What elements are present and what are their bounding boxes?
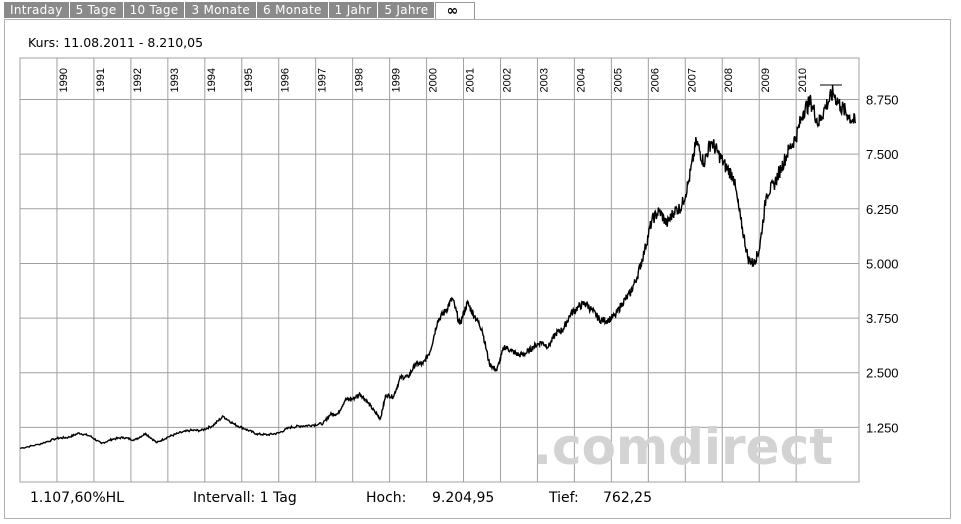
x-tick-label: 1994 [206, 68, 218, 92]
comdirect-watermark: .comdirect [533, 418, 833, 476]
tab-max[interactable]: ∞ [435, 2, 476, 20]
tab-10-tage[interactable]: 10 Tage [123, 2, 186, 18]
x-tick-label: 1996 [280, 68, 292, 92]
footer-tief-value: 762,25 [603, 490, 652, 506]
footer-hoch-label: Hoch: [366, 490, 407, 506]
tab-5-tage[interactable]: 5 Tage [69, 2, 124, 18]
tab-5-jahre[interactable]: 5 Jahre [378, 2, 436, 18]
y-tick-label: 2.500 [866, 366, 899, 381]
tab-6-monate[interactable]: 6 Monate [257, 2, 329, 18]
footer-change: 1.107,60%HL [30, 490, 124, 506]
x-tick-label: 2001 [465, 68, 477, 92]
y-tick-label: 1.250 [866, 420, 899, 435]
x-tick-label: 2008 [723, 68, 735, 92]
y-tick-label: 5.000 [866, 256, 899, 271]
x-tick-label: 1990 [58, 68, 70, 92]
x-tick-label: 2009 [760, 68, 772, 92]
x-tick-label: 1999 [391, 68, 403, 92]
footer-hoch-value: 9.204,95 [432, 490, 495, 506]
x-tick-label: 1993 [169, 68, 181, 92]
series-line [19, 85, 857, 449]
y-tick-label: 6.250 [866, 202, 899, 217]
kurs-label: Kurs: 11.08.2011 - 8.210,05 [28, 35, 204, 50]
period-tabs: Intraday 5 Tage 10 Tage 3 Monate 6 Monat… [4, 2, 476, 20]
x-tick-label: 2006 [649, 68, 661, 92]
x-tick-label: 1991 [95, 68, 107, 92]
x-tick-label: 1995 [243, 68, 255, 92]
plot-area [19, 57, 860, 483]
x-tick-label: 2003 [538, 68, 550, 92]
x-tick-label: 2000 [428, 68, 440, 92]
x-tick-label: 2007 [686, 68, 698, 92]
x-tick-label: 1998 [354, 68, 366, 92]
tab-1-jahr[interactable]: 1 Jahr [328, 2, 379, 18]
x-tick-label: 2002 [501, 68, 513, 92]
x-tick-label: 1997 [317, 68, 329, 92]
x-tick-label: 2004 [575, 68, 587, 92]
y-tick-label: 7.500 [866, 147, 899, 162]
footer-intervall: Intervall: 1 Tag [193, 490, 297, 506]
y-tick-label: 3.750 [866, 311, 899, 326]
x-tick-label: 1992 [132, 68, 144, 92]
y-tick-label: 8.750 [866, 93, 899, 108]
tab-3-monate[interactable]: 3 Monate [185, 2, 258, 18]
x-tick-label: 2005 [612, 68, 624, 92]
chart-frame [4, 19, 951, 519]
x-tick-label: 2010 [797, 68, 809, 92]
tab-intraday[interactable]: Intraday [4, 2, 70, 18]
footer-tief-label: Tief: [549, 490, 579, 506]
